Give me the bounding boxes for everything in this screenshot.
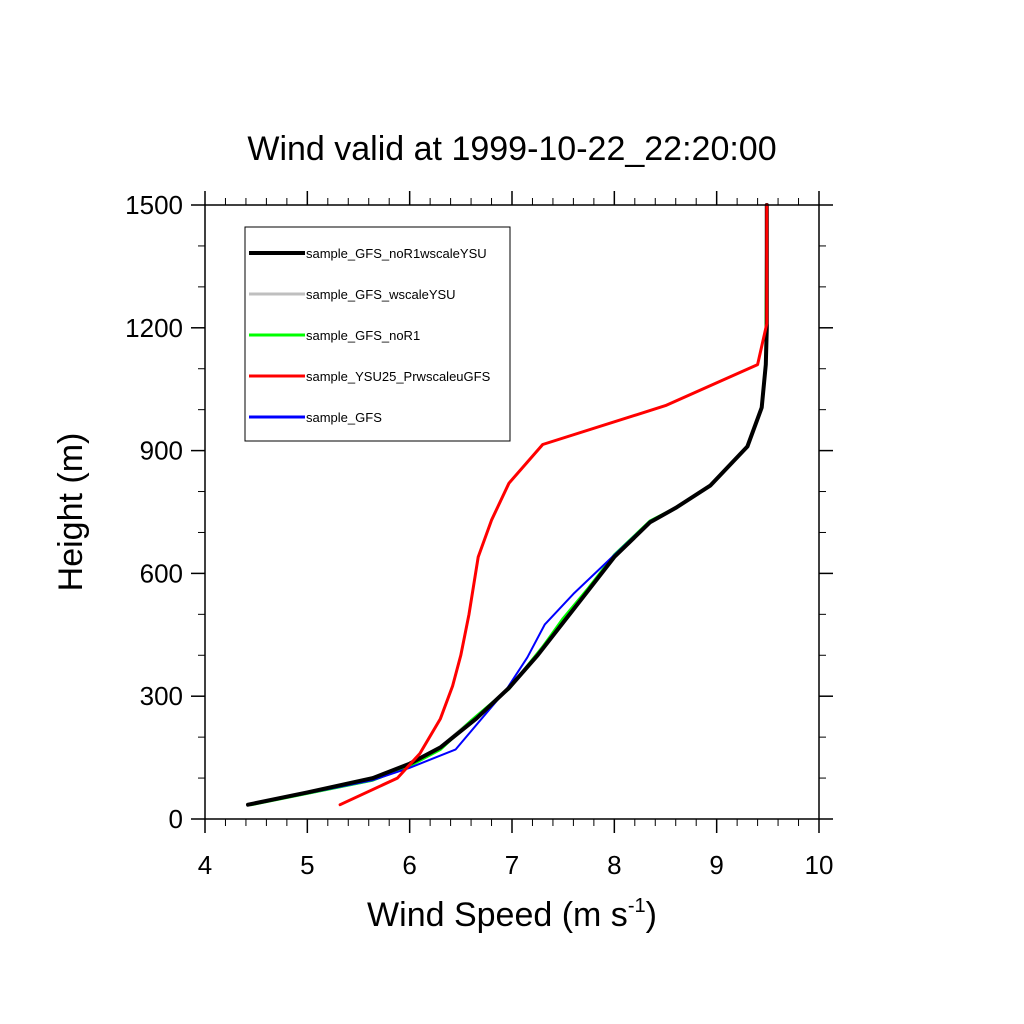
x-tick-label: 7 <box>505 850 519 880</box>
y-tick-label: 900 <box>140 436 183 466</box>
y-tick-label: 1500 <box>125 190 183 220</box>
series-line-3 <box>338 203 769 807</box>
x-axis-label-tail: ) <box>646 896 657 934</box>
chart-title: Wind valid at 1999-10-22_22:20:00 <box>247 130 776 168</box>
y-tick-label: 1200 <box>125 313 183 343</box>
legend-label-2: sample_GFS_noR1 <box>306 328 420 343</box>
x-tick-label: 5 <box>300 850 314 880</box>
legend: sample_GFS_noR1wscaleYSU sample_GFS_wscal… <box>244 226 511 442</box>
legend-label-3: sample_YSU25_PrwscaleuGFS <box>306 369 491 384</box>
y-tick-label: 600 <box>140 558 183 588</box>
x-tick-label: 9 <box>709 850 723 880</box>
x-tick-label: 4 <box>198 850 212 880</box>
x-tick-label: 8 <box>607 850 621 880</box>
x-axis-label-superscript: -1 <box>628 895 646 917</box>
x-axis-label-main: Wind Speed (m s <box>367 896 628 934</box>
legend-label-4: sample_GFS <box>306 410 382 425</box>
legend-label-0: sample_GFS_noR1wscaleYSU <box>306 246 487 261</box>
x-axis-label: Wind Speed (m s-1) <box>367 895 657 934</box>
y-tick-label: 300 <box>140 681 183 711</box>
x-tick-label: 10 <box>805 850 834 880</box>
series-layer <box>246 203 769 807</box>
tick-labels: 4 5 6 7 8 9 10 0 300 600 900 1200 1500 <box>125 190 833 880</box>
axes-layer <box>191 191 833 833</box>
y-axis-label: Height (m) <box>52 433 90 592</box>
legend-label-1: sample_GFS_wscaleYSU <box>306 287 456 302</box>
x-tick-label: 6 <box>402 850 416 880</box>
y-tick-label: 0 <box>169 804 183 834</box>
